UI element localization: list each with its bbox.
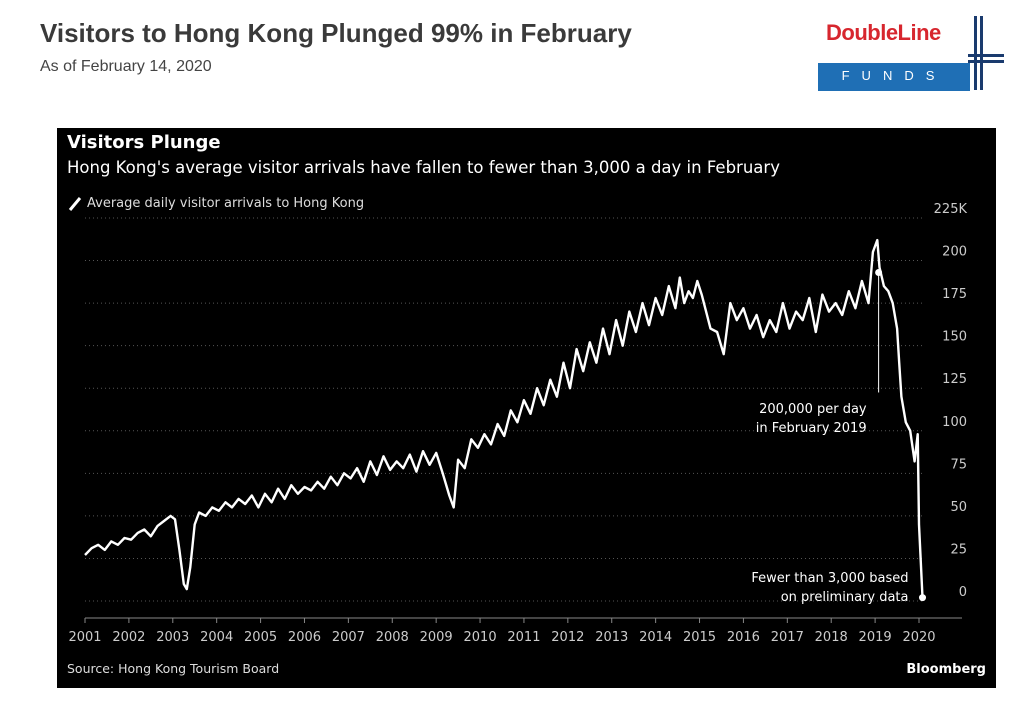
y-tick-label: 50 <box>950 500 967 515</box>
logo-cross-horizontal-2 <box>968 60 1004 63</box>
logo-bar <box>818 63 970 91</box>
x-tick-label: 2005 <box>244 630 277 645</box>
annotation-label: in February 2019 <box>756 421 867 436</box>
legend-line-icon <box>68 197 82 211</box>
x-tick-label: 2018 <box>815 630 848 645</box>
x-tick-label: 2001 <box>68 630 101 645</box>
y-tick-label: 25 <box>950 542 967 557</box>
y-tick-label: 200 <box>942 245 967 260</box>
chart-title: Visitors Plunge <box>67 132 221 153</box>
x-tick-label: 2006 <box>288 630 321 645</box>
y-tick-label: 175 <box>942 287 967 302</box>
x-tick-label: 2008 <box>376 630 409 645</box>
logo-cross-vertical <box>974 16 977 90</box>
y-tick-label: 75 <box>950 457 967 472</box>
x-tick-label: 2017 <box>771 630 804 645</box>
x-tick-label: 2019 <box>859 630 892 645</box>
x-tick-label: 2010 <box>464 630 497 645</box>
series-line <box>84 238 924 598</box>
x-tick-label: 2014 <box>639 630 672 645</box>
y-tick-label: 225K <box>934 202 968 217</box>
x-tick-label: 2020 <box>902 630 935 645</box>
legend-label: Average daily visitor arrivals to Hong K… <box>87 196 364 211</box>
page-title: Visitors to Hong Kong Plunged 99% in Feb… <box>40 18 632 48</box>
annotation-label: Fewer than 3,000 based <box>751 571 908 586</box>
x-tick-label: 2007 <box>332 630 365 645</box>
logo-tagline: FUNDS <box>841 68 947 83</box>
logo-wordmark: DoubleLine <box>826 20 941 45</box>
doubleline-logo: DoubleLine FUNDS <box>818 16 1004 94</box>
annotation-label: on preliminary data <box>781 590 909 605</box>
chart-svg: Visitors Plunge Hong Kong's average visi… <box>67 132 986 677</box>
logo-cross-horizontal <box>968 54 1004 57</box>
x-tick-label: 2003 <box>156 630 189 645</box>
annotation-label: 200,000 per day <box>759 402 867 417</box>
x-tick-label: 2002 <box>112 630 145 645</box>
grid-lines <box>85 217 962 619</box>
chart-panel: Visitors Plunge Hong Kong's average visi… <box>57 128 996 688</box>
x-axis-ticks: 2001 2002 2003 2004 2005 2006 2007 2008 2009 2010… <box>68 618 936 645</box>
x-tick-label: 2004 <box>200 630 233 645</box>
logo-cross-vertical-2 <box>980 16 983 90</box>
y-tick-label: 150 <box>942 330 967 345</box>
bloomberg-brand: Bloomberg <box>906 662 986 677</box>
y-axis-ticks: 0 25 50 75 100 125 150 175 200 225K <box>934 202 968 600</box>
x-tick-label: 2011 <box>507 630 540 645</box>
x-tick-label: 2012 <box>551 630 584 645</box>
page-subtitle: As of February 14, 2020 <box>40 58 212 75</box>
x-tick-label: 2009 <box>420 630 453 645</box>
annotation-marker <box>919 594 927 602</box>
y-tick-label: 100 <box>942 415 967 430</box>
annotations: 200,000 per day in February 2019 Fewer tha… <box>751 268 927 605</box>
x-tick-label: 2013 <box>595 630 628 645</box>
chart-subtitle: Hong Kong's average visitor arrivals hav… <box>67 158 780 177</box>
y-tick-label: 0 <box>959 585 967 600</box>
source-note: Source: Hong Kong Tourism Board <box>67 661 279 676</box>
x-tick-label: 2016 <box>727 630 760 645</box>
series-group <box>84 238 924 598</box>
x-tick-label: 2015 <box>683 630 716 645</box>
y-tick-label: 125 <box>942 372 967 387</box>
